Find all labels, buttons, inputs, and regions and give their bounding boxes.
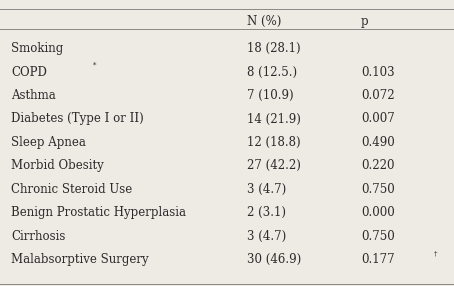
Text: Asthma: Asthma xyxy=(11,89,56,102)
Text: 0.750: 0.750 xyxy=(361,183,395,196)
Text: Smoking: Smoking xyxy=(11,42,64,55)
Text: N (%): N (%) xyxy=(247,15,282,28)
Text: Cirrhosis: Cirrhosis xyxy=(11,230,66,243)
Text: Benign Prostatic Hyperplasia: Benign Prostatic Hyperplasia xyxy=(11,206,186,219)
Text: 3 (4.7): 3 (4.7) xyxy=(247,230,286,243)
Text: †: † xyxy=(434,249,438,257)
Text: 18 (28.1): 18 (28.1) xyxy=(247,42,301,55)
Text: Malabsorptive Surgery: Malabsorptive Surgery xyxy=(11,253,149,266)
Text: Diabetes (Type I or II): Diabetes (Type I or II) xyxy=(11,112,144,126)
Text: p: p xyxy=(361,15,369,28)
Text: Chronic Steroid Use: Chronic Steroid Use xyxy=(11,183,133,196)
Text: 2 (3.1): 2 (3.1) xyxy=(247,206,286,219)
Text: 8 (12.5.): 8 (12.5.) xyxy=(247,65,297,79)
Text: 0.490: 0.490 xyxy=(361,136,395,149)
Text: Morbid Obesity: Morbid Obesity xyxy=(11,159,104,172)
Text: 3 (4.7): 3 (4.7) xyxy=(247,183,286,196)
Text: 14 (21.9): 14 (21.9) xyxy=(247,112,301,126)
Text: 7 (10.9): 7 (10.9) xyxy=(247,89,294,102)
Text: 0.220: 0.220 xyxy=(361,159,395,172)
Text: *: * xyxy=(93,62,96,70)
Text: 12 (18.8): 12 (18.8) xyxy=(247,136,301,149)
Text: 0.750: 0.750 xyxy=(361,230,395,243)
Text: 27 (42.2): 27 (42.2) xyxy=(247,159,301,172)
Text: 0.007: 0.007 xyxy=(361,112,395,126)
Text: 0.103: 0.103 xyxy=(361,65,395,79)
Text: 0.177: 0.177 xyxy=(361,253,395,266)
Text: 0.072: 0.072 xyxy=(361,89,395,102)
Text: Sleep Apnea: Sleep Apnea xyxy=(11,136,86,149)
Text: 30 (46.9): 30 (46.9) xyxy=(247,253,301,266)
Text: COPD: COPD xyxy=(11,65,47,79)
Text: 0.000: 0.000 xyxy=(361,206,395,219)
